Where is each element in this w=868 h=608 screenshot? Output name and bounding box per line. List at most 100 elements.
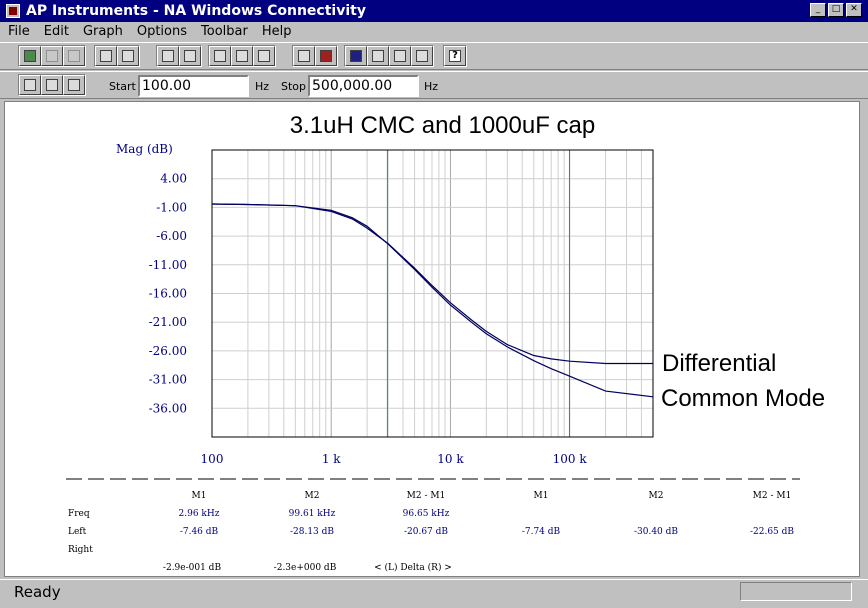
series-label-common-mode: Common Mode bbox=[661, 385, 826, 412]
probe-dim-icon bbox=[46, 50, 58, 62]
view-right-button[interactable] bbox=[315, 46, 337, 66]
scale-button[interactable] bbox=[209, 46, 231, 66]
zoom-button[interactable] bbox=[179, 46, 201, 66]
sweep-disabled-button[interactable] bbox=[41, 46, 63, 66]
columns-icon bbox=[298, 50, 310, 62]
window-title: AP Instruments - NA Windows Connectivity bbox=[26, 3, 366, 19]
left-value: -22.65 dB bbox=[749, 527, 795, 537]
menu-help[interactable]: Help bbox=[261, 23, 292, 39]
split-icon bbox=[24, 79, 36, 91]
copy-button[interactable] bbox=[95, 46, 117, 66]
close-button[interactable]: ✕ bbox=[846, 3, 862, 17]
export-button[interactable] bbox=[389, 46, 411, 66]
start-unit: Hz bbox=[255, 80, 270, 93]
notes-button[interactable] bbox=[63, 75, 85, 95]
fit-width-icon bbox=[162, 50, 174, 62]
export-icon bbox=[394, 50, 406, 62]
menu-graph[interactable]: Graph bbox=[82, 23, 123, 39]
table-header: M2 bbox=[304, 491, 320, 501]
table-header: M2 - M1 bbox=[752, 491, 792, 501]
toolbar-group-measure bbox=[18, 45, 86, 67]
table-header: M2 - M1 bbox=[406, 491, 446, 501]
toolbar-group-probe bbox=[344, 45, 434, 67]
copy-icon bbox=[100, 50, 112, 62]
minimize-button[interactable]: _ bbox=[810, 3, 826, 17]
left-value: -20.67 dB bbox=[403, 527, 449, 537]
menu-file[interactable]: File bbox=[8, 23, 30, 39]
edit-trace-button[interactable] bbox=[367, 46, 389, 66]
status-bar: Ready bbox=[0, 579, 868, 603]
window-controls: _ □ ✕ bbox=[810, 3, 862, 17]
left-value: -28.13 dB bbox=[289, 527, 335, 537]
right-value: -2.3e+000 dB bbox=[273, 563, 337, 573]
title-bar: AP Instruments - NA Windows Connectivity… bbox=[0, 0, 868, 22]
vertical-scrollbar[interactable] bbox=[862, 101, 868, 577]
probe-button[interactable] bbox=[345, 46, 367, 66]
print-button[interactable] bbox=[117, 46, 139, 66]
calibrate-button[interactable] bbox=[253, 46, 275, 66]
printer-icon bbox=[122, 50, 134, 62]
maximize-button[interactable]: □ bbox=[828, 3, 844, 17]
fit-width-button[interactable] bbox=[157, 46, 179, 66]
sweep-disabled-button-2[interactable] bbox=[63, 46, 85, 66]
freq-value: 2.96 kHz bbox=[178, 509, 220, 519]
crosshair-button[interactable] bbox=[41, 75, 63, 95]
toolbar-group-cursor bbox=[18, 74, 86, 96]
probe-dim-icon bbox=[68, 50, 80, 62]
y-axis-title: Mag (dB) bbox=[116, 142, 173, 156]
view-left-button[interactable] bbox=[293, 46, 315, 66]
start-frequency-input[interactable]: 100.00 bbox=[138, 75, 249, 97]
row-label-right: Right bbox=[68, 545, 93, 555]
probe-blue-icon bbox=[350, 50, 362, 62]
stop-unit: Hz bbox=[424, 80, 439, 93]
app-icon[interactable] bbox=[6, 4, 20, 18]
import-icon bbox=[416, 50, 428, 62]
document-icon bbox=[68, 79, 80, 91]
auto-scale-button[interactable] bbox=[231, 46, 253, 66]
toolbar-group-scale bbox=[208, 45, 276, 67]
main-toolbar: ? bbox=[0, 42, 868, 70]
left-value: -7.46 dB bbox=[179, 527, 219, 537]
start-label: Start bbox=[109, 80, 136, 93]
toolbar-group-zoom bbox=[156, 45, 202, 67]
columns-red-icon bbox=[320, 50, 332, 62]
status-text: Ready bbox=[14, 583, 61, 601]
table-header: M2 bbox=[648, 491, 664, 501]
menu-edit[interactable]: Edit bbox=[43, 23, 69, 39]
table-header: M1 bbox=[533, 491, 549, 501]
table-header: M1 bbox=[191, 491, 207, 501]
run-sweep-button[interactable] bbox=[19, 46, 41, 66]
freq-value: 96.65 kHz bbox=[402, 509, 450, 519]
row-label-left: Left bbox=[68, 527, 87, 537]
right-value: -2.9e-001 dB bbox=[162, 563, 222, 573]
question-icon: ? bbox=[449, 50, 461, 62]
split-view-button[interactable] bbox=[19, 75, 41, 95]
toolbar-group-view bbox=[292, 45, 338, 67]
menu-toolbar[interactable]: Toolbar bbox=[201, 23, 248, 39]
menu-options[interactable]: Options bbox=[136, 23, 188, 39]
magnifier-icon bbox=[184, 50, 196, 62]
auto-icon bbox=[236, 50, 248, 62]
pen-icon bbox=[372, 50, 384, 62]
help-button[interactable]: ? bbox=[444, 46, 466, 66]
import-button[interactable] bbox=[411, 46, 433, 66]
calibrate-icon bbox=[258, 50, 270, 62]
freq-value: 99.61 kHz bbox=[288, 509, 336, 519]
left-value: -30.40 dB bbox=[633, 527, 679, 537]
toolbar-group-help: ? bbox=[443, 45, 467, 67]
series-label-differential: Differential bbox=[662, 350, 777, 377]
row-label-freq: Freq bbox=[68, 509, 90, 519]
menu-bar: File Edit Graph Options Toolbar Help bbox=[0, 22, 868, 40]
graph-area[interactable] bbox=[4, 101, 860, 577]
crosshair-icon bbox=[46, 79, 58, 91]
sweep-toolbar bbox=[0, 71, 868, 99]
scale-icon bbox=[214, 50, 226, 62]
right-value: < (L) Delta (R) > bbox=[374, 563, 452, 573]
toolbar-group-file bbox=[94, 45, 140, 67]
left-value: -7.74 dB bbox=[521, 527, 561, 537]
stop-frequency-input[interactable]: 500,000.00 bbox=[308, 75, 419, 97]
probe-icon bbox=[24, 50, 36, 62]
stop-label: Stop bbox=[281, 80, 307, 93]
chart-title: 3.1uH CMC and 1000uF cap bbox=[289, 112, 596, 139]
status-panel bbox=[740, 582, 852, 601]
